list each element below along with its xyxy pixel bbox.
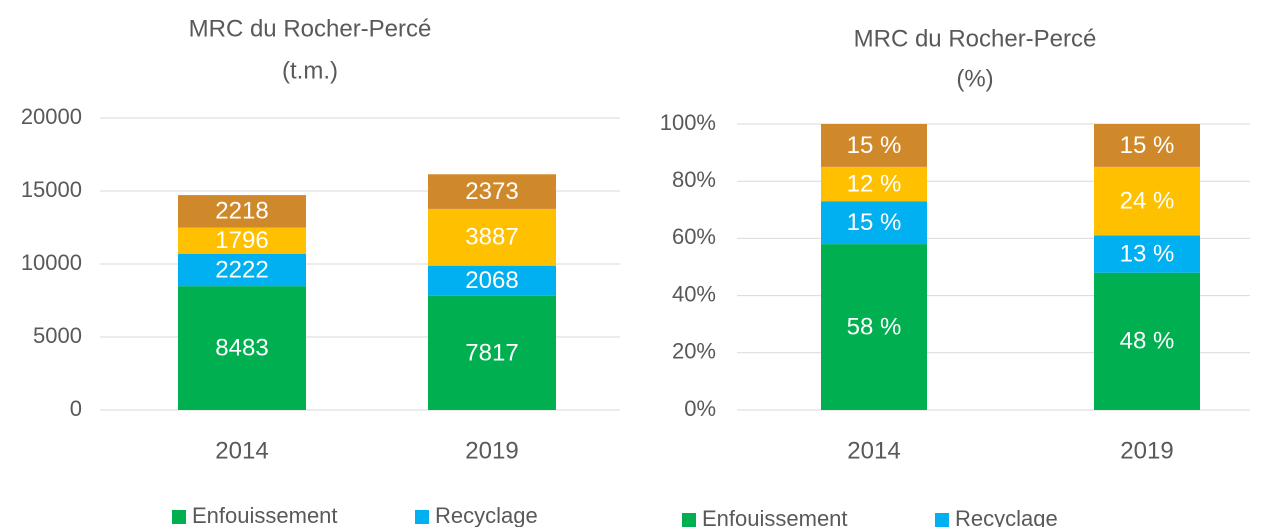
- legend-label: Enfouissement: [702, 506, 848, 527]
- y-tick-label: 20%: [672, 339, 716, 364]
- y-tick-label: 40%: [672, 281, 716, 306]
- data-label: 2218: [215, 198, 268, 225]
- y-tick-label: 80%: [672, 167, 716, 192]
- chart-title: (t.m.): [282, 57, 338, 84]
- x-tick-label: 2014: [215, 437, 268, 464]
- bar-segment: [1094, 235, 1200, 273]
- data-label: 2222: [215, 256, 268, 283]
- bar-segment: [1094, 272, 1200, 410]
- x-tick-label: 2019: [465, 437, 518, 464]
- y-tick-label: 100%: [660, 110, 716, 135]
- x-tick-label: 2014: [847, 437, 900, 464]
- legend-label: Recyclage: [435, 503, 538, 527]
- bar-segment: [1094, 166, 1200, 236]
- legend-label: Recyclage: [955, 506, 1058, 527]
- bar-segment: [428, 265, 556, 296]
- y-tick-label: 15000: [21, 177, 82, 202]
- data-label: 48 %: [1120, 328, 1175, 355]
- bar-segment: [821, 244, 927, 410]
- data-label: 2068: [465, 267, 518, 294]
- legend-swatch: [682, 513, 696, 527]
- y-tick-label: 0%: [684, 396, 716, 421]
- legend-swatch: [415, 510, 429, 524]
- data-label: 2373: [465, 178, 518, 205]
- data-label: 15 %: [1120, 132, 1175, 159]
- bar-segment: [428, 174, 556, 209]
- bar-segment: [428, 295, 556, 410]
- data-label: 15 %: [847, 132, 902, 159]
- data-label: 24 %: [1120, 188, 1175, 215]
- chart-title: (%): [956, 65, 993, 92]
- y-tick-label: 60%: [672, 224, 716, 249]
- bar-segment: [178, 227, 306, 254]
- data-label: 7817: [465, 339, 518, 366]
- data-label: 3887: [465, 224, 518, 251]
- data-label: 58 %: [847, 313, 902, 340]
- bar-segment: [821, 124, 927, 167]
- chart-title: MRC du Rocher-Percé: [854, 25, 1097, 52]
- bar-segment: [178, 253, 306, 287]
- legend-label: Enfouissement: [192, 503, 338, 527]
- x-tick-label: 2019: [1120, 437, 1173, 464]
- data-label: 8483: [215, 334, 268, 361]
- y-tick-label: 5000: [33, 323, 82, 348]
- data-label: 12 %: [847, 170, 902, 197]
- bar-segment: [1094, 124, 1200, 167]
- legend-swatch: [172, 510, 186, 524]
- bar-segment: [821, 201, 927, 245]
- y-tick-label: 10000: [21, 250, 82, 275]
- y-tick-label: 0: [70, 396, 82, 421]
- data-label: 13 %: [1120, 240, 1175, 267]
- bar-segment: [821, 166, 927, 202]
- data-label: 1796: [215, 227, 268, 254]
- chart-title: MRC du Rocher-Percé: [189, 15, 432, 42]
- bar-segment: [178, 286, 306, 410]
- legend-swatch: [935, 513, 949, 527]
- data-label: 15 %: [847, 209, 902, 236]
- bar-segment: [428, 208, 556, 266]
- bar-segment: [178, 195, 306, 228]
- y-tick-label: 20000: [21, 104, 82, 129]
